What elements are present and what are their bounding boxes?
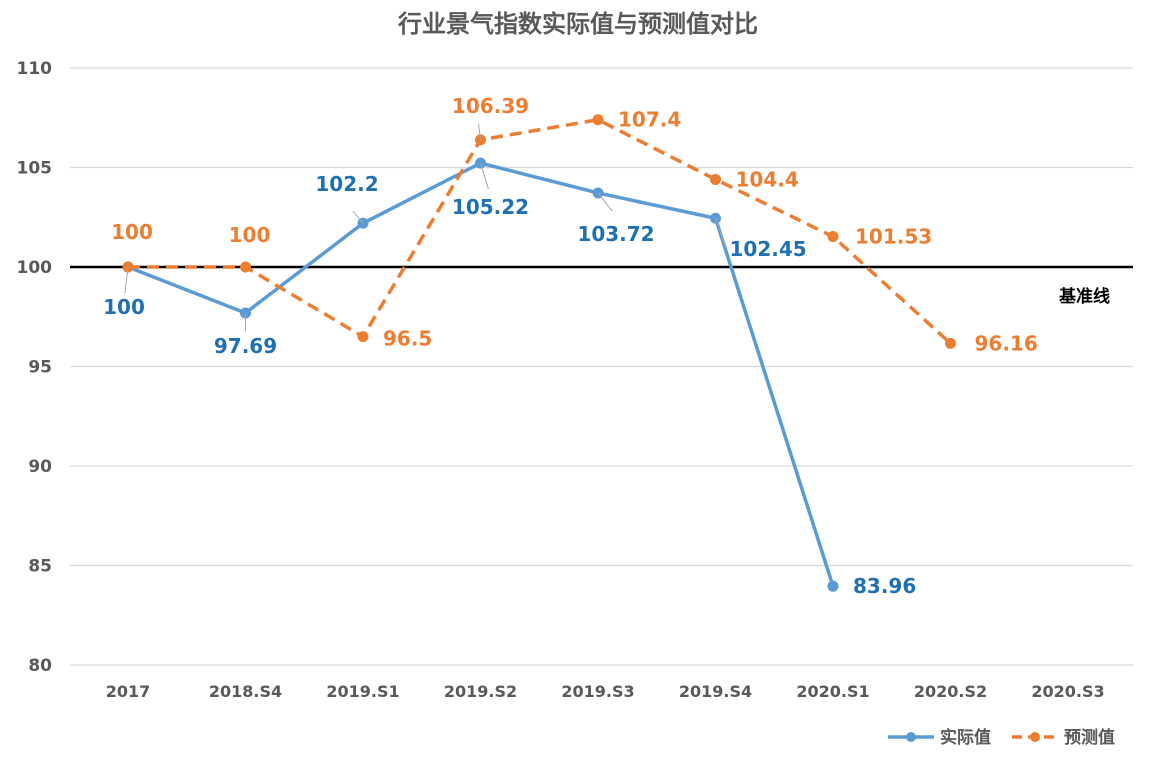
data-point xyxy=(827,231,839,243)
data-point xyxy=(357,331,369,343)
x-tick-label: 2020.S1 xyxy=(796,682,869,701)
x-tick-label: 2019.S2 xyxy=(444,682,517,701)
y-tick-label: 105 xyxy=(17,159,53,179)
data-label: 100 xyxy=(111,220,153,244)
x-tick-label: 2019.S4 xyxy=(679,682,752,701)
data-label: 101.53 xyxy=(855,225,932,249)
series-line-1 xyxy=(128,117,952,345)
y-tick-label: 100 xyxy=(17,258,53,278)
data-label: 96.16 xyxy=(975,331,1038,355)
data-point xyxy=(240,261,251,273)
y-axis-ticks: 80 85 90 95 100 105 110 xyxy=(17,59,53,676)
label-leader-line xyxy=(352,210,364,224)
data-label: 102.2 xyxy=(315,172,378,196)
y-tick-label: 95 xyxy=(28,358,52,378)
data-labels: 100 97.69 102.2 105.22 103.72 102.45 83.96 100 1… xyxy=(103,94,1038,598)
chart-title: 行业景气指数实际值与预测值对比 xyxy=(397,10,758,38)
x-tick-label: 2018.S4 xyxy=(209,682,282,701)
x-tick-label: 2019.S1 xyxy=(326,682,399,701)
label-leader-line xyxy=(597,192,613,212)
y-tick-label: 85 xyxy=(28,557,52,577)
x-tick-label: 2020.S3 xyxy=(1031,682,1104,701)
baseline: 基准线 xyxy=(70,265,1133,307)
data-label: 106.39 xyxy=(452,94,529,118)
data-point xyxy=(710,173,721,185)
data-point xyxy=(827,580,839,592)
x-tick-label: 2017 xyxy=(106,682,151,701)
data-label: 103.72 xyxy=(577,222,654,246)
y-tick-label: 90 xyxy=(28,457,52,477)
data-label: 102.45 xyxy=(730,237,807,261)
legend-label: 预测值 xyxy=(1064,727,1115,748)
y-tick-label: 110 xyxy=(17,59,53,79)
baseline-label: 基准线 xyxy=(1058,286,1110,307)
legend-swatch-marker xyxy=(1030,732,1040,742)
data-label: 96.5 xyxy=(383,327,432,351)
label-leader-line xyxy=(478,123,481,140)
gridlines xyxy=(70,67,1133,666)
data-point xyxy=(945,337,956,349)
data-label: 100 xyxy=(229,223,271,247)
legend-swatch-marker xyxy=(906,732,916,742)
label-leader-line xyxy=(715,218,726,247)
label-leader-line xyxy=(480,162,489,190)
data-label: 100 xyxy=(103,295,145,319)
legend-label: 实际值 xyxy=(940,727,991,748)
x-tick-label: 2020.S2 xyxy=(914,682,987,701)
legend: 实际值 预测值 xyxy=(888,727,1115,748)
x-tick-label: 2019.S3 xyxy=(561,682,634,701)
data-label: 105.22 xyxy=(452,195,529,219)
x-axis-ticks: 2017 2018.S4 2019.S1 2019.S2 2019.S3 2019.S4 2… xyxy=(106,682,1105,701)
y-tick-label: 80 xyxy=(28,656,52,676)
label-leader-line xyxy=(124,266,129,294)
data-label: 107.4 xyxy=(618,108,681,132)
data-label: 97.69 xyxy=(214,334,277,358)
data-point xyxy=(592,114,604,126)
data-label: 104.4 xyxy=(736,167,799,191)
data-label: 83.96 xyxy=(853,574,916,598)
